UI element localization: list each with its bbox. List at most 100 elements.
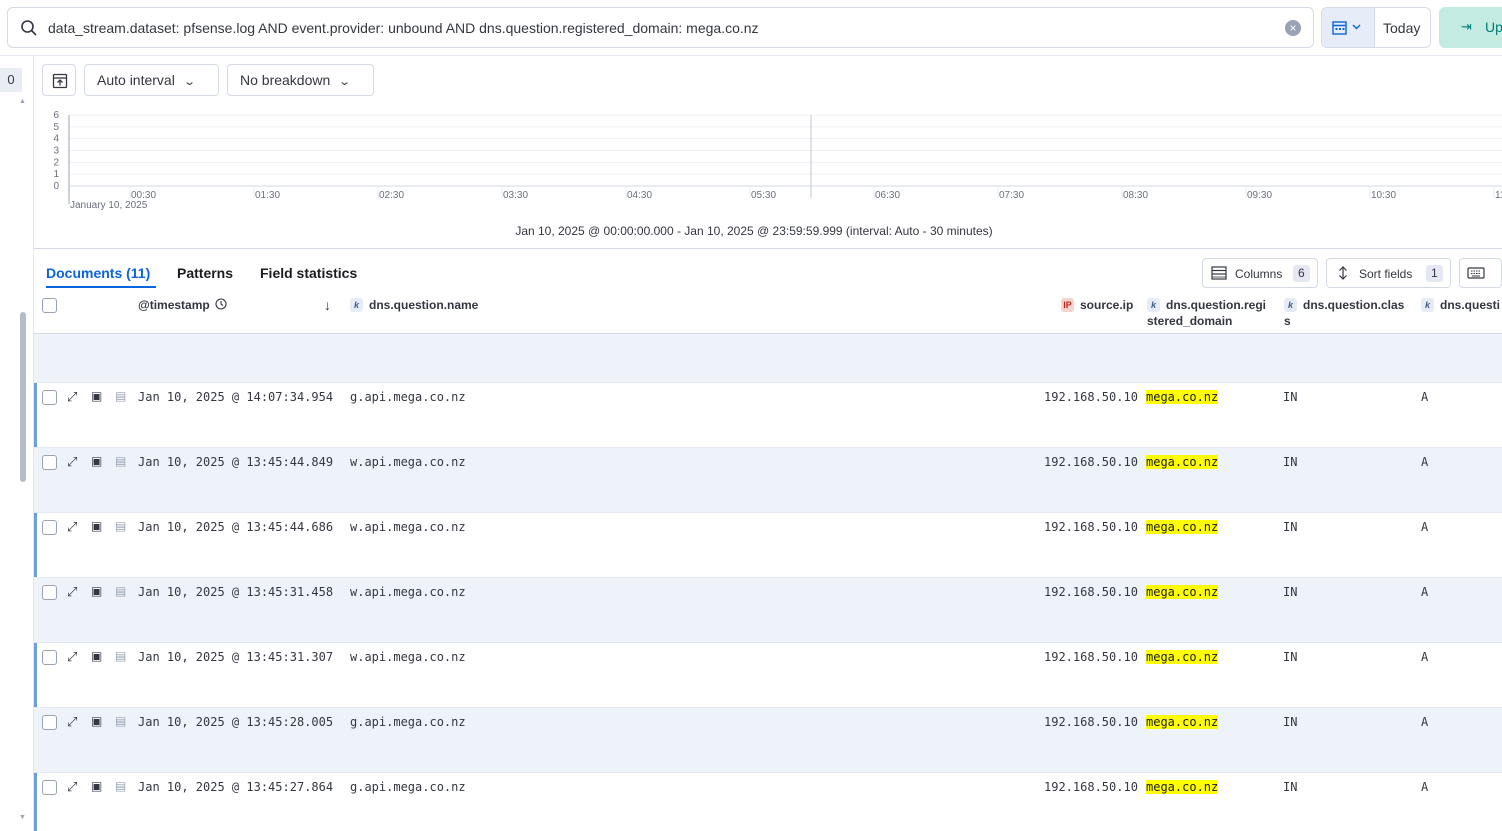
row-checkbox[interactable] (42, 780, 57, 795)
table-row[interactable]: ⤢ ▣ ▤ Jan 10, 2025 @ 13:45:28.005 g.api.mega… (34, 708, 1502, 773)
session-view-icon[interactable]: ▣ (91, 649, 103, 663)
cell-dns-question-name[interactable]: w.api.mega.co.nz (350, 455, 466, 469)
cell-dns-question-class[interactable]: IN (1283, 390, 1298, 404)
cell-registered-domain[interactable]: mega.co.nz (1146, 455, 1219, 469)
cell-registered-domain[interactable]: mega.co.nz (1146, 520, 1219, 534)
document-icon[interactable]: ▤ (115, 649, 127, 663)
columns-button[interactable]: Columns 6 (1202, 258, 1318, 288)
cell-dns-question-class[interactable]: IN (1283, 520, 1298, 534)
cell-source-ip[interactable]: 192.168.50.10 (1044, 780, 1138, 794)
cell-dns-question-name[interactable]: g.api.mega.co.nz (350, 715, 466, 729)
document-icon[interactable]: ▤ (115, 519, 127, 533)
row-checkbox[interactable] (42, 520, 57, 535)
tab-patterns[interactable]: Patterns (177, 265, 234, 281)
cell-source-ip[interactable]: 192.168.50.10 (1044, 650, 1138, 664)
row-checkbox[interactable] (42, 390, 57, 405)
column-header-dns-question-class[interactable]: k dns.question.clas s (1284, 297, 1404, 329)
cell-dns-question-type[interactable]: A (1421, 520, 1429, 534)
tab-field-statistics[interactable]: Field statistics (260, 265, 358, 281)
column-header-timestamp[interactable]: @timestamp (138, 297, 227, 313)
table-row[interactable]: ⤢ ▣ ▤ Jan 10, 2025 @ 14:07:34.954 g.api.mega… (34, 383, 1502, 448)
cell-dns-question-name[interactable]: g.api.mega.co.nz (350, 780, 466, 794)
expand-icon[interactable]: ⤢ (67, 519, 78, 534)
scrollbar-thumb[interactable] (20, 312, 26, 482)
table-row[interactable] (34, 334, 1502, 383)
tab-documents[interactable]: Documents (11) (46, 265, 151, 281)
cell-source-ip[interactable]: 192.168.50.10 (1044, 585, 1138, 599)
cell-timestamp[interactable]: Jan 10, 2025 @ 13:45:44.849 (138, 455, 334, 469)
expand-icon[interactable]: ⤢ (67, 454, 78, 469)
expand-icon[interactable]: ⤢ (67, 714, 78, 729)
cell-dns-question-class[interactable]: IN (1283, 715, 1298, 729)
expand-icon[interactable]: ⤢ (67, 389, 78, 404)
table-row[interactable]: ⤢ ▣ ▤ Jan 10, 2025 @ 13:45:31.458 w.api.mega… (34, 578, 1502, 643)
row-checkbox[interactable] (42, 650, 57, 665)
cell-dns-question-class[interactable]: IN (1283, 650, 1298, 664)
cell-dns-question-class[interactable]: IN (1283, 455, 1298, 469)
cell-dns-question-type[interactable]: A (1421, 390, 1429, 404)
document-icon[interactable]: ▤ (115, 584, 127, 598)
keyboard-shortcuts-button[interactable] (1459, 258, 1502, 288)
row-checkbox[interactable] (42, 715, 57, 730)
cell-dns-question-name[interactable]: w.api.mega.co.nz (350, 520, 466, 534)
cell-registered-domain[interactable]: mega.co.nz (1146, 390, 1219, 404)
row-checkbox[interactable] (42, 585, 57, 600)
search-input[interactable]: data_stream.dataset: pfsense.log AND eve… (7, 7, 1314, 48)
column-header-registered-domain[interactable]: k dns.question.regi stered_domain (1147, 297, 1266, 329)
session-view-icon[interactable]: ▣ (91, 454, 103, 468)
document-icon[interactable]: ▤ (115, 779, 127, 793)
column-header-dns-question-name[interactable]: k dns.question.name (350, 297, 478, 313)
cell-dns-question-name[interactable]: w.api.mega.co.nz (350, 585, 466, 599)
scroll-up-icon[interactable]: ▲ (19, 98, 26, 105)
session-view-icon[interactable]: ▣ (91, 519, 103, 533)
date-quick-menu-button[interactable] (1322, 8, 1375, 47)
sort-desc-icon[interactable]: ↓ (324, 297, 331, 313)
update-button[interactable]: ⇥ Up (1439, 7, 1502, 48)
date-range-label[interactable]: Today (1383, 20, 1421, 36)
cell-dns-question-name[interactable]: g.api.mega.co.nz (350, 390, 466, 404)
expand-icon[interactable]: ⤢ (67, 779, 78, 794)
cell-dns-question-class[interactable]: IN (1283, 780, 1298, 794)
document-icon[interactable]: ▤ (115, 714, 127, 728)
cell-source-ip[interactable]: 192.168.50.10 (1044, 455, 1138, 469)
row-checkbox[interactable] (42, 455, 57, 470)
table-row[interactable]: ⤢ ▣ ▤ Jan 10, 2025 @ 13:45:44.686 w.api.mega… (34, 513, 1502, 578)
cell-source-ip[interactable]: 192.168.50.10 (1044, 390, 1138, 404)
column-header-dns-question-type[interactable]: k dns.questi (1421, 297, 1500, 313)
breakdown-select[interactable]: No breakdown ⌄ (227, 64, 374, 96)
column-header-source-ip[interactable]: IP source.ip (1061, 297, 1133, 313)
document-icon[interactable]: ▤ (115, 454, 127, 468)
cell-timestamp[interactable]: Jan 10, 2025 @ 13:45:27.864 (138, 780, 334, 794)
scroll-down-icon[interactable]: ▼ (19, 814, 26, 821)
cell-timestamp[interactable]: Jan 10, 2025 @ 13:45:28.005 (138, 715, 334, 729)
cell-timestamp[interactable]: Jan 10, 2025 @ 13:45:31.458 (138, 585, 334, 599)
cell-timestamp[interactable]: Jan 10, 2025 @ 13:45:31.307 (138, 650, 334, 664)
cell-registered-domain[interactable]: mega.co.nz (1146, 715, 1219, 729)
table-row[interactable]: ⤢ ▣ ▤ Jan 10, 2025 @ 13:45:44.849 w.api.mega… (34, 448, 1502, 513)
cell-source-ip[interactable]: 192.168.50.10 (1044, 715, 1138, 729)
date-picker[interactable]: Today (1321, 7, 1431, 48)
cell-registered-domain[interactable]: mega.co.nz (1146, 585, 1219, 599)
session-view-icon[interactable]: ▣ (91, 779, 103, 793)
cell-dns-question-type[interactable]: A (1421, 455, 1429, 469)
session-view-icon[interactable]: ▣ (91, 389, 103, 403)
select-all-checkbox[interactable] (42, 298, 57, 313)
save-visualization-button[interactable] (42, 64, 76, 96)
cell-registered-domain[interactable]: mega.co.nz (1146, 650, 1219, 664)
cell-source-ip[interactable]: 192.168.50.10 (1044, 520, 1138, 534)
table-row[interactable]: ⤢ ▣ ▤ Jan 10, 2025 @ 13:45:31.307 w.api.mega… (34, 643, 1502, 708)
table-row[interactable]: ⤢ ▣ ▤ Jan 10, 2025 @ 13:45:27.864 g.api.mega… (34, 773, 1502, 831)
sort-fields-button[interactable]: Sort fields 1 (1326, 258, 1451, 288)
session-view-icon[interactable]: ▣ (91, 584, 103, 598)
expand-icon[interactable]: ⤢ (67, 584, 78, 599)
clear-icon[interactable]: × (1285, 20, 1301, 36)
cell-timestamp[interactable]: Jan 10, 2025 @ 14:07:34.954 (138, 390, 334, 404)
cell-registered-domain[interactable]: mega.co.nz (1146, 780, 1219, 794)
cell-dns-question-type[interactable]: A (1421, 715, 1429, 729)
document-icon[interactable]: ▤ (115, 389, 127, 403)
query-text[interactable]: data_stream.dataset: pfsense.log AND eve… (48, 20, 759, 36)
session-view-icon[interactable]: ▣ (91, 714, 103, 728)
cell-dns-question-type[interactable]: A (1421, 585, 1429, 599)
cell-timestamp[interactable]: Jan 10, 2025 @ 13:45:44.686 (138, 520, 334, 534)
cell-dns-question-class[interactable]: IN (1283, 585, 1298, 599)
